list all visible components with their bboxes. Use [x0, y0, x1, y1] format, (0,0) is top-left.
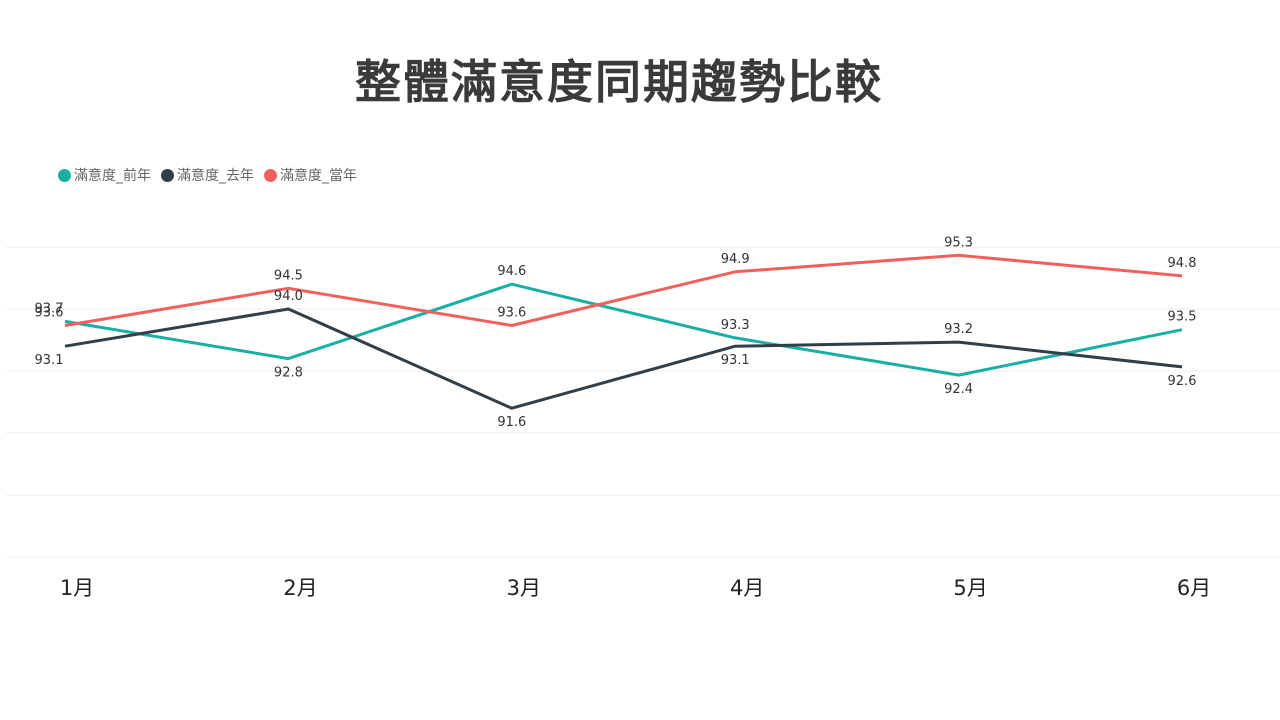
data-label: 93.7	[35, 301, 64, 316]
data-label: 93.5	[1168, 310, 1197, 325]
legend-label-last-year: 滿意度_去年	[177, 168, 254, 184]
series-line-0	[64, 282, 1183, 377]
x-tick-label: 1月	[60, 576, 94, 600]
x-tick-label: 4月	[730, 576, 764, 600]
x-tick-label: 2月	[283, 576, 317, 600]
legend-marker-last-year	[161, 168, 174, 182]
data-label: 94.6	[497, 264, 526, 279]
data-label: 95.3	[944, 235, 973, 250]
data-label: 93.6	[497, 306, 526, 321]
data-label: 91.6	[497, 415, 526, 430]
legend-item-current-year[interactable]: 滿意度_當年	[264, 165, 357, 185]
legend-marker-previous-year	[58, 168, 71, 182]
data-label: 92.4	[944, 382, 973, 397]
data-label: 92.6	[1168, 374, 1197, 389]
data-label: 93.3	[721, 318, 750, 333]
data-label: 93.1	[721, 353, 750, 368]
legend-label-current-year: 滿意度_當年	[280, 168, 357, 184]
data-label: 92.8	[274, 366, 303, 381]
x-tick-label: 6月	[1177, 576, 1211, 600]
data-label: 94.0	[274, 289, 303, 304]
data-label: 93.6	[35, 306, 64, 321]
data-label: 94.5	[274, 268, 303, 283]
x-tick-label: 5月	[953, 576, 987, 600]
series-line-2	[64, 253, 1183, 327]
data-label: 93.1	[35, 353, 64, 368]
legend-item-last-year[interactable]: 滿意度_去年	[161, 165, 254, 185]
data-label: 94.9	[721, 252, 750, 267]
data-label: 94.8	[1168, 256, 1197, 271]
data-label: 93.2	[944, 322, 973, 337]
legend: 滿意度_前年 滿意度_去年 滿意度_當年	[58, 166, 357, 184]
legend-label-previous-year: 滿意度_前年	[74, 168, 151, 184]
legend-item-previous-year[interactable]: 滿意度_前年	[58, 165, 151, 185]
series-line-1	[64, 307, 1183, 410]
chart-title: 整體滿意度同期趨勢比較	[355, 55, 883, 109]
x-tick-label: 3月	[507, 576, 541, 600]
legend-marker-current-year	[264, 168, 277, 182]
